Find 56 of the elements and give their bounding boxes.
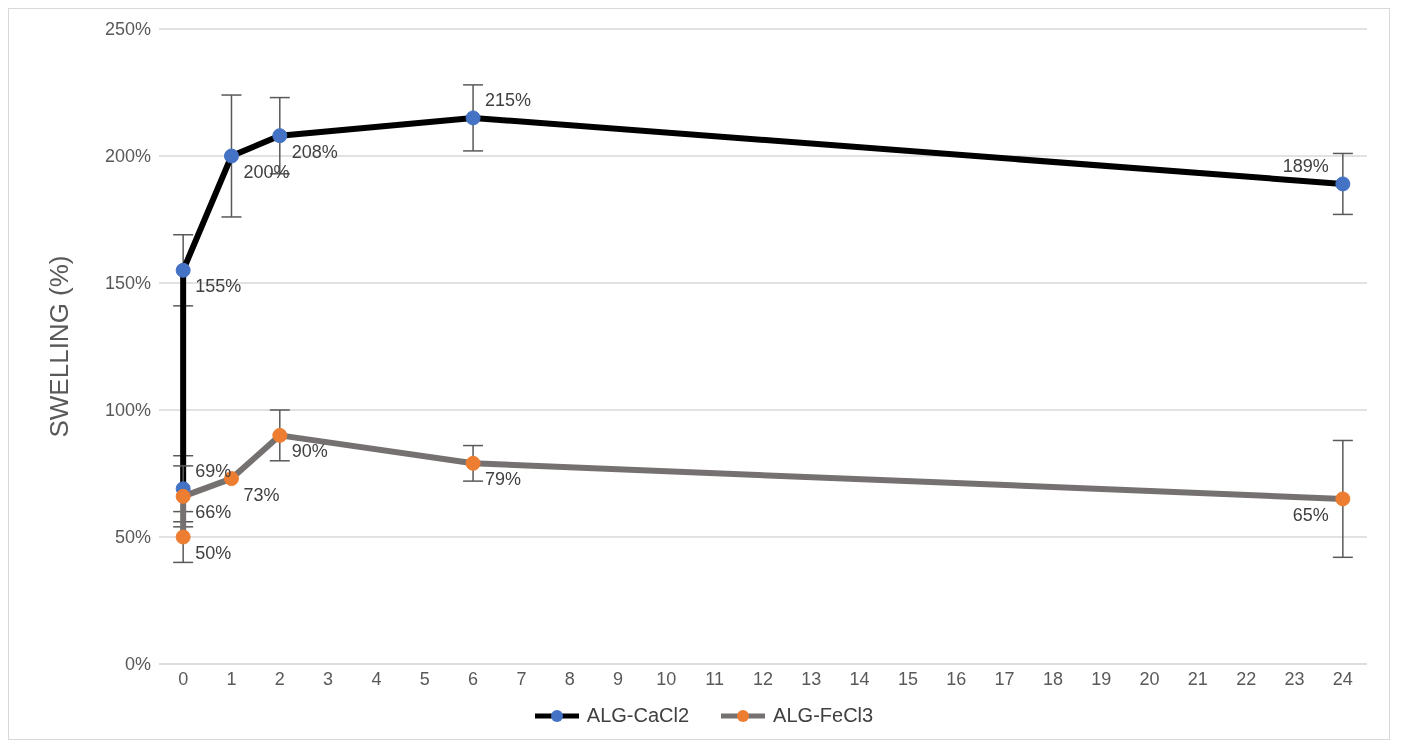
data-label: 155%	[195, 276, 242, 297]
point	[175, 262, 191, 278]
x-tick-label: 22	[1236, 668, 1257, 689]
point	[1335, 491, 1351, 507]
data-label: 66%	[195, 502, 232, 523]
legend-label: ALG-CaCl2	[585, 704, 690, 727]
data-label: 50%	[195, 543, 232, 563]
data-label: 65%	[1292, 504, 1329, 525]
x-tick-label: 15	[897, 668, 918, 689]
x-tick-label: 24	[1332, 668, 1353, 689]
x-tick-label: 12	[752, 668, 774, 689]
x-tick-label: 13	[801, 668, 822, 689]
y-tick-label: 50%	[114, 527, 151, 548]
point	[465, 110, 481, 126]
point	[223, 148, 239, 164]
data-label: 208%	[291, 141, 338, 162]
y-tick-label: 150%	[104, 273, 151, 294]
x-tick-label: 0	[178, 668, 189, 689]
y-axis-title: SWELLING (%)	[44, 255, 75, 438]
x-tick-label: 10	[656, 668, 677, 689]
x-tick-label: 19	[1091, 668, 1112, 689]
y-tick-label: 200%	[104, 146, 151, 167]
x-tick-label: 17	[994, 668, 1015, 689]
x-tick-label: 11	[705, 668, 725, 689]
x-tick-label: 21	[1187, 668, 1208, 689]
x-tick-label: 7	[516, 668, 527, 689]
x-tick-label: 2	[274, 668, 285, 689]
point	[1335, 176, 1351, 192]
y-tick-label: 250%	[104, 19, 151, 40]
y-tick-label: 100%	[104, 400, 151, 421]
data-label: 189%	[1282, 155, 1329, 176]
data-label: 79%	[485, 469, 522, 490]
x-tick-label: 3	[323, 668, 334, 689]
x-tick-label: 4	[371, 668, 382, 689]
point	[175, 529, 191, 545]
data-label: 215%	[485, 89, 532, 110]
x-tick-label: 9	[613, 668, 624, 689]
data-label: 200%	[243, 162, 290, 182]
x-tick-label: 16	[946, 668, 967, 689]
x-tick-label: 23	[1284, 668, 1305, 689]
x-tick-label: 1	[226, 668, 237, 689]
point	[465, 455, 481, 471]
x-tick-label: 5	[419, 668, 430, 689]
point	[272, 427, 288, 443]
x-tick-label: 14	[849, 668, 870, 689]
x-tick-label: 20	[1139, 668, 1160, 689]
point	[272, 128, 288, 144]
legend-label: ALG-FeCl3	[772, 704, 874, 727]
data-label: 69%	[195, 460, 232, 481]
data-label: 90%	[291, 441, 328, 462]
x-tick-label: 18	[1042, 668, 1063, 689]
x-tick-label: 6	[468, 668, 479, 689]
data-label: 73%	[243, 484, 280, 505]
x-tick-label: 8	[564, 668, 575, 689]
point	[175, 488, 191, 504]
y-tick-label: 0%	[124, 654, 151, 675]
